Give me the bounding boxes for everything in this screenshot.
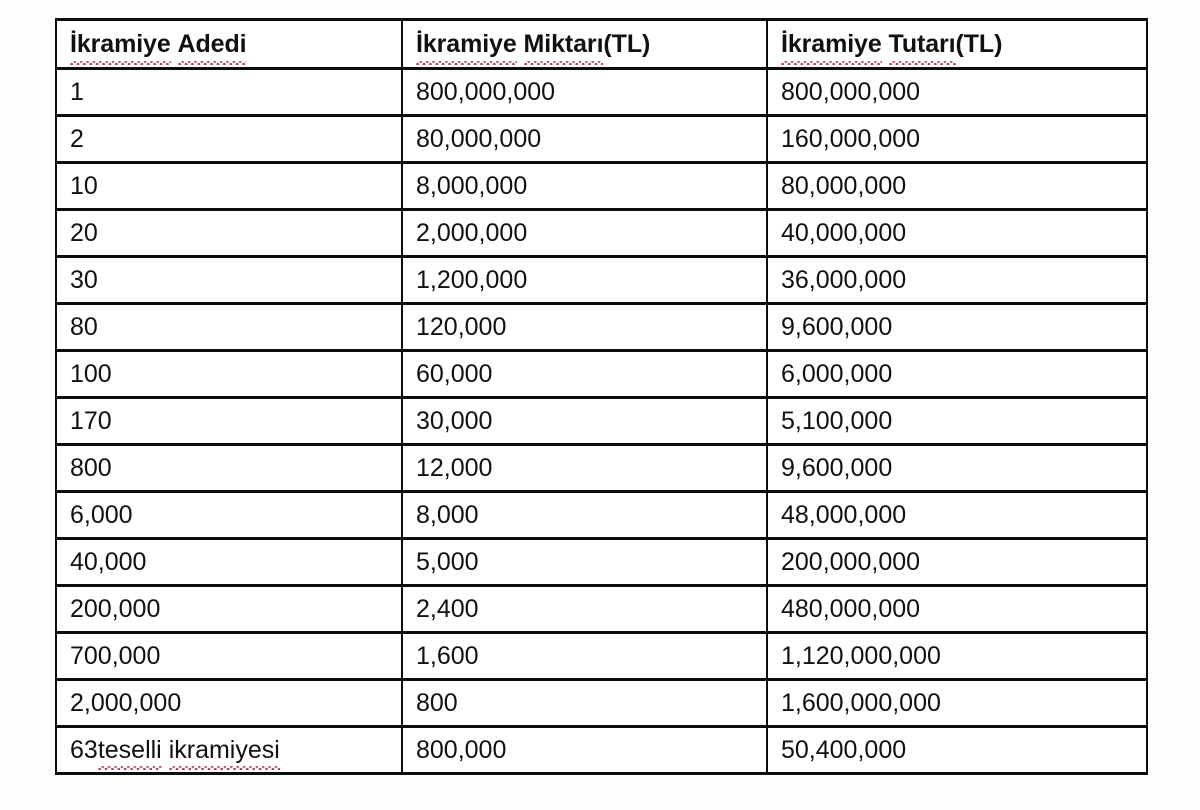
cell-prize-count: 40,000 [55, 537, 403, 587]
cell-prize-amount: 12,000 [401, 443, 768, 493]
cell-prize-amount: 8,000,000 [401, 161, 768, 211]
cell-prize-total: 5,100,000 [766, 396, 1148, 446]
cell-prize-total: 48,000,000 [766, 490, 1148, 540]
cell-prize-count: 700,000 [55, 631, 403, 681]
cell-prize-total: 80,000,000 [766, 161, 1148, 211]
table-body: 1 800,000,000 800,000,000 2 80,000,000 1… [55, 67, 1148, 775]
cell-prize-count: 30 [55, 255, 403, 305]
cell-prize-total: 9,600,000 [766, 302, 1148, 352]
cell-prize-total: 200,000,000 [766, 537, 1148, 587]
header-word-adedi: Adedi [177, 29, 247, 66]
cell-prize-count: 6,000 [55, 490, 403, 540]
prize-table: İkramiye Adedi İkramiye Miktarı (TL) İkr… [55, 18, 1148, 775]
column-header-prize-amount: İkramiye Miktarı (TL) [401, 18, 768, 70]
prize-table-container: İkramiye Adedi İkramiye Miktarı (TL) İkr… [55, 18, 1148, 775]
table-row: 200,000 2,400 480,000,000 [55, 584, 1148, 634]
cell-prize-total: 1,120,000,000 [766, 631, 1148, 681]
cell-prize-total: 9,600,000 [766, 443, 1148, 493]
cell-prize-amount: 120,000 [401, 302, 768, 352]
cell-prize-count: 10 [55, 161, 403, 211]
header-suffix-tl-3: (TL) [955, 29, 1003, 58]
table-row: 100 60,000 6,000,000 [55, 349, 1148, 399]
cell-prize-count-consolation: 63 teselli ikramiyesi [55, 725, 403, 775]
cell-prize-count: 800 [55, 443, 403, 493]
table-row: 20 2,000,000 40,000,000 [55, 208, 1148, 258]
cell-prize-count: 2 [55, 114, 403, 164]
cell-prize-count: 170 [55, 396, 403, 446]
header-word-ikramiye-1: İkramiye [70, 29, 171, 66]
consolation-word-teselli: teselli [97, 735, 162, 771]
header-word-miktari: Miktarı [523, 29, 604, 66]
table-header-row: İkramiye Adedi İkramiye Miktarı (TL) İkr… [55, 18, 1148, 70]
header-word-tutari: Tutarı [888, 29, 956, 66]
cell-prize-amount: 2,400 [401, 584, 768, 634]
table-row: 10 8,000,000 80,000,000 [55, 161, 1148, 211]
cell-prize-amount: 30,000 [401, 396, 768, 446]
cell-prize-amount: 1,200,000 [401, 255, 768, 305]
cell-prize-count: 200,000 [55, 584, 403, 634]
cell-prize-amount: 8,000 [401, 490, 768, 540]
table-row: 800 12,000 9,600,000 [55, 443, 1148, 493]
cell-prize-total: 160,000,000 [766, 114, 1148, 164]
cell-prize-amount: 800,000,000 [401, 67, 768, 117]
cell-prize-amount: 5,000 [401, 537, 768, 587]
table-row: 40,000 5,000 200,000,000 [55, 537, 1148, 587]
column-header-prize-total: İkramiye Tutarı (TL) [766, 18, 1148, 70]
table-row: 2 80,000,000 160,000,000 [55, 114, 1148, 164]
cell-prize-total: 50,400,000 [766, 725, 1148, 775]
table-row: 170 30,000 5,100,000 [55, 396, 1148, 446]
header-suffix-tl-2: (TL) [603, 29, 651, 58]
table-row: 6,000 8,000 48,000,000 [55, 490, 1148, 540]
cell-prize-count: 1 [55, 67, 403, 117]
cell-prize-count: 100 [55, 349, 403, 399]
cell-prize-amount: 80,000,000 [401, 114, 768, 164]
table-row: 63 teselli ikramiyesi 800,000 50,400,000 [55, 725, 1148, 775]
cell-prize-amount: 800,000 [401, 725, 768, 775]
cell-prize-total: 36,000,000 [766, 255, 1148, 305]
cell-prize-count: 80 [55, 302, 403, 352]
cell-prize-count: 20 [55, 208, 403, 258]
cell-prize-amount: 2,000,000 [401, 208, 768, 258]
cell-prize-count: 2,000,000 [55, 678, 403, 728]
table-row: 30 1,200,000 36,000,000 [55, 255, 1148, 305]
cell-prize-amount: 1,600 [401, 631, 768, 681]
cell-prize-total: 1,600,000,000 [766, 678, 1148, 728]
consolation-count-prefix: 63 [70, 735, 98, 764]
cell-prize-amount: 60,000 [401, 349, 768, 399]
cell-prize-total: 40,000,000 [766, 208, 1148, 258]
header-word-ikramiye-2: İkramiye [416, 29, 517, 66]
column-header-prize-count: İkramiye Adedi [55, 18, 403, 70]
cell-prize-total: 800,000,000 [766, 67, 1148, 117]
table-row: 700,000 1,600 1,120,000,000 [55, 631, 1148, 681]
table-row: 1 800,000,000 800,000,000 [55, 67, 1148, 117]
cell-prize-total: 6,000,000 [766, 349, 1148, 399]
table-row: 80 120,000 9,600,000 [55, 302, 1148, 352]
cell-prize-total: 480,000,000 [766, 584, 1148, 634]
table-row: 2,000,000 800 1,600,000,000 [55, 678, 1148, 728]
consolation-word-ikramiyesi: ikramiyesi [168, 735, 280, 771]
table-header: İkramiye Adedi İkramiye Miktarı (TL) İkr… [55, 18, 1148, 70]
header-word-ikramiye-3: İkramiye [781, 29, 882, 66]
cell-prize-amount: 800 [401, 678, 768, 728]
